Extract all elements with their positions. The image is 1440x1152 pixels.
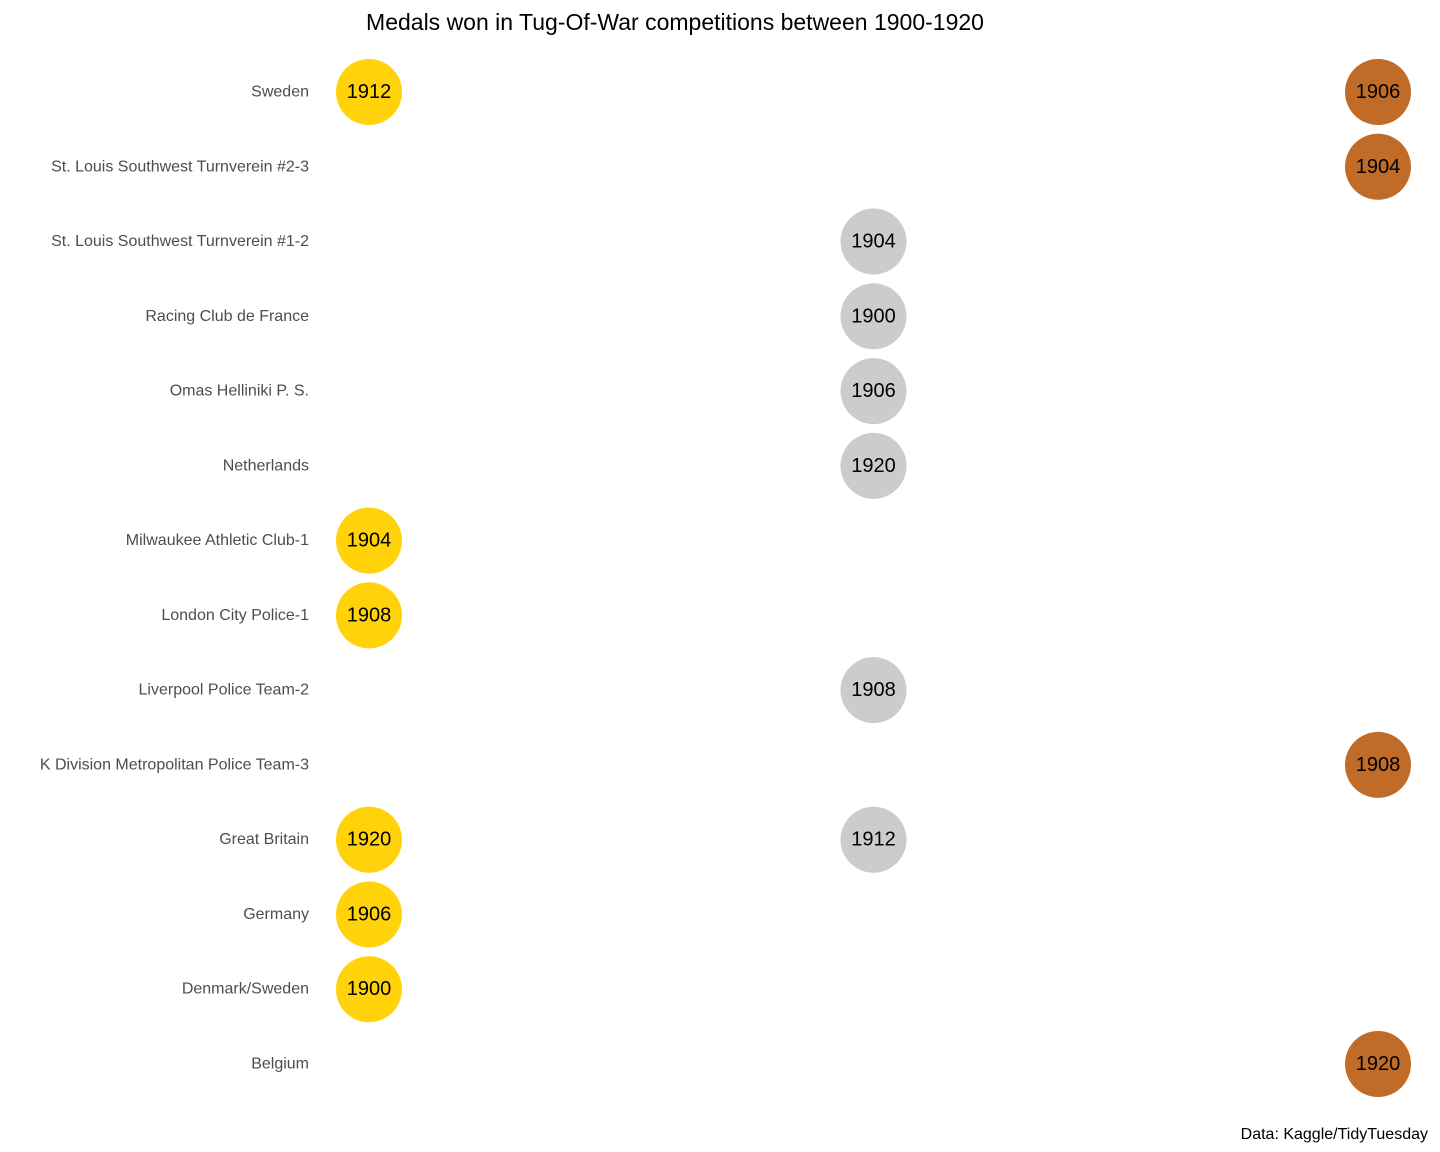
medal-year-label: 1912 [851,829,896,851]
gold-medal-marker [336,806,402,873]
medal-point-k-division-metropolitan-police-team-3-bronze: 1908 [1345,731,1411,798]
medal-point-liverpool-police-team-2-silver: 1908 [840,657,907,724]
bronze-medal-marker [1345,59,1411,125]
medal-point-london-city-police-1-gold: 1908 [336,582,402,649]
silver-medal-marker [840,283,907,350]
y-tick-label-liverpool-police-team-2: Liverpool Police Team-2 [139,682,310,699]
chart-title: Medals won in Tug-Of-War competitions be… [366,9,984,35]
medal-year-label: 1904 [851,231,896,253]
medal-point-milwaukee-athletic-club-1-gold: 1904 [336,507,402,574]
y-tick-label-denmark-sweden: Denmark/Sweden [182,981,309,998]
y-tick-label-sweden: Sweden [251,84,309,101]
gold-medal-marker [336,956,402,1023]
y-tick-label-belgium: Belgium [251,1056,309,1073]
medal-point-germany-gold: 1906 [336,881,402,948]
bronze-medal-marker [1345,133,1411,200]
medal-point-sweden-bronze: 1906 [1345,59,1411,125]
bronze-medal-marker [1345,731,1411,798]
chart-caption: Data: Kaggle/TidyTuesday [1241,1126,1428,1143]
medal-year-label: 1912 [347,81,392,103]
medal-point-st-louis-southwest-turnverein-2-3-bronze: 1904 [1345,133,1411,200]
y-tick-label-germany: Germany [243,906,309,923]
medal-point-great-britain-silver: 1912 [840,806,907,873]
medal-year-label: 1920 [347,829,392,851]
medal-year-label: 1904 [1356,156,1401,178]
silver-medal-marker [840,358,907,425]
y-tick-label-st-louis-southwest-turnverein-1-2: St. Louis Southwest Turnverein #1-2 [51,233,309,250]
silver-medal-marker [840,208,907,275]
medal-year-label: 1906 [851,380,896,402]
silver-medal-marker [840,432,907,499]
y-tick-label-milwaukee-athletic-club-1: Milwaukee Athletic Club-1 [126,532,309,549]
medal-point-omas-helliniki-p-s-silver: 1906 [840,358,907,425]
medal-point-great-britain-gold: 1920 [336,806,402,873]
silver-medal-marker [840,657,907,724]
y-tick-label-st-louis-southwest-turnverein-2-3: St. Louis Southwest Turnverein #2-3 [51,158,309,175]
y-tick-label-netherlands: Netherlands [223,457,309,474]
gold-medal-marker [336,59,402,125]
medal-point-sweden-gold: 1912 [336,59,402,125]
medal-point-belgium-bronze: 1920 [1345,1031,1411,1098]
medal-point-netherlands-silver: 1920 [840,432,907,499]
medal-year-label: 1904 [347,530,392,552]
y-tick-label-k-division-metropolitan-police-team-3: K Division Metropolitan Police Team-3 [40,756,309,773]
gold-medal-marker [336,507,402,574]
medal-year-label: 1920 [851,455,896,477]
medal-points: 1912 1906 1904 1904 1900 1906 1920 1904 1908 1908… [336,59,1411,1098]
medal-year-label: 1920 [1356,1053,1401,1075]
gold-medal-marker [336,582,402,649]
medal-point-denmark-sweden-gold: 1900 [336,956,402,1023]
medal-year-label: 1906 [347,903,392,925]
medal-point-st-louis-southwest-turnverein-1-2-silver: 1904 [840,208,907,275]
medal-year-label: 1908 [1356,754,1401,776]
medal-year-label: 1908 [851,679,896,701]
medal-year-label: 1900 [347,978,392,1000]
medal-year-label: 1906 [1356,81,1401,103]
bronze-medal-marker [1345,1031,1411,1098]
y-tick-label-racing-club-de-france: Racing Club de France [145,308,309,325]
medal-point-racing-club-de-france-silver: 1900 [840,283,907,350]
medal-year-label: 1900 [851,305,896,327]
gold-medal-marker [336,881,402,948]
y-axis-labels: Sweden St. Louis Southwest Turnverein #2-… [40,84,309,1073]
medal-year-label: 1908 [347,604,392,626]
y-tick-label-omas-helliniki-p-s: Omas Helliniki P. S. [170,383,309,400]
silver-medal-marker [840,806,907,873]
y-tick-label-london-city-police-1: London City Police-1 [161,607,309,624]
y-tick-label-great-britain: Great Britain [219,831,309,848]
